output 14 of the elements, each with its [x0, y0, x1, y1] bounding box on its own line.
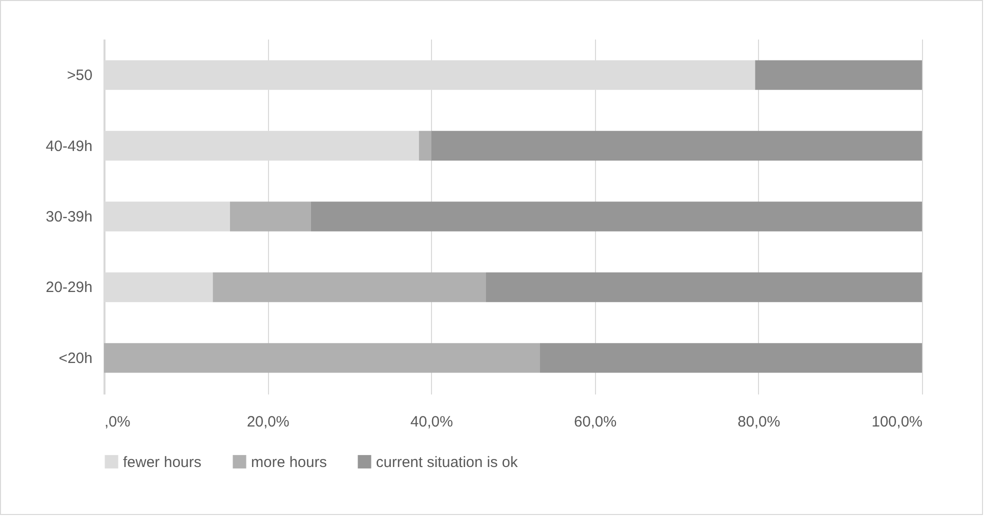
x-tick-label: ,0% [104, 414, 130, 430]
legend-label: current situation is ok [376, 454, 518, 471]
y-tick-label: >50 [67, 67, 92, 84]
legend-label: fewer hours [123, 454, 202, 471]
x-tick-label: 20,0% [246, 414, 290, 430]
y-tick-label: 20-29h [46, 279, 92, 296]
legend-label: more hours [251, 454, 327, 471]
y-tick-label: 30-39h [46, 208, 92, 226]
x-tick-label: 80,0% [738, 414, 780, 430]
y-tick-label: 40-49h [46, 138, 92, 155]
x-tick-label: 40,0% [410, 414, 453, 430]
y-tick-label: <20h [58, 350, 92, 367]
x-tick-label: 100,0% [872, 414, 922, 430]
x-tick-label: 60,0% [574, 414, 617, 430]
